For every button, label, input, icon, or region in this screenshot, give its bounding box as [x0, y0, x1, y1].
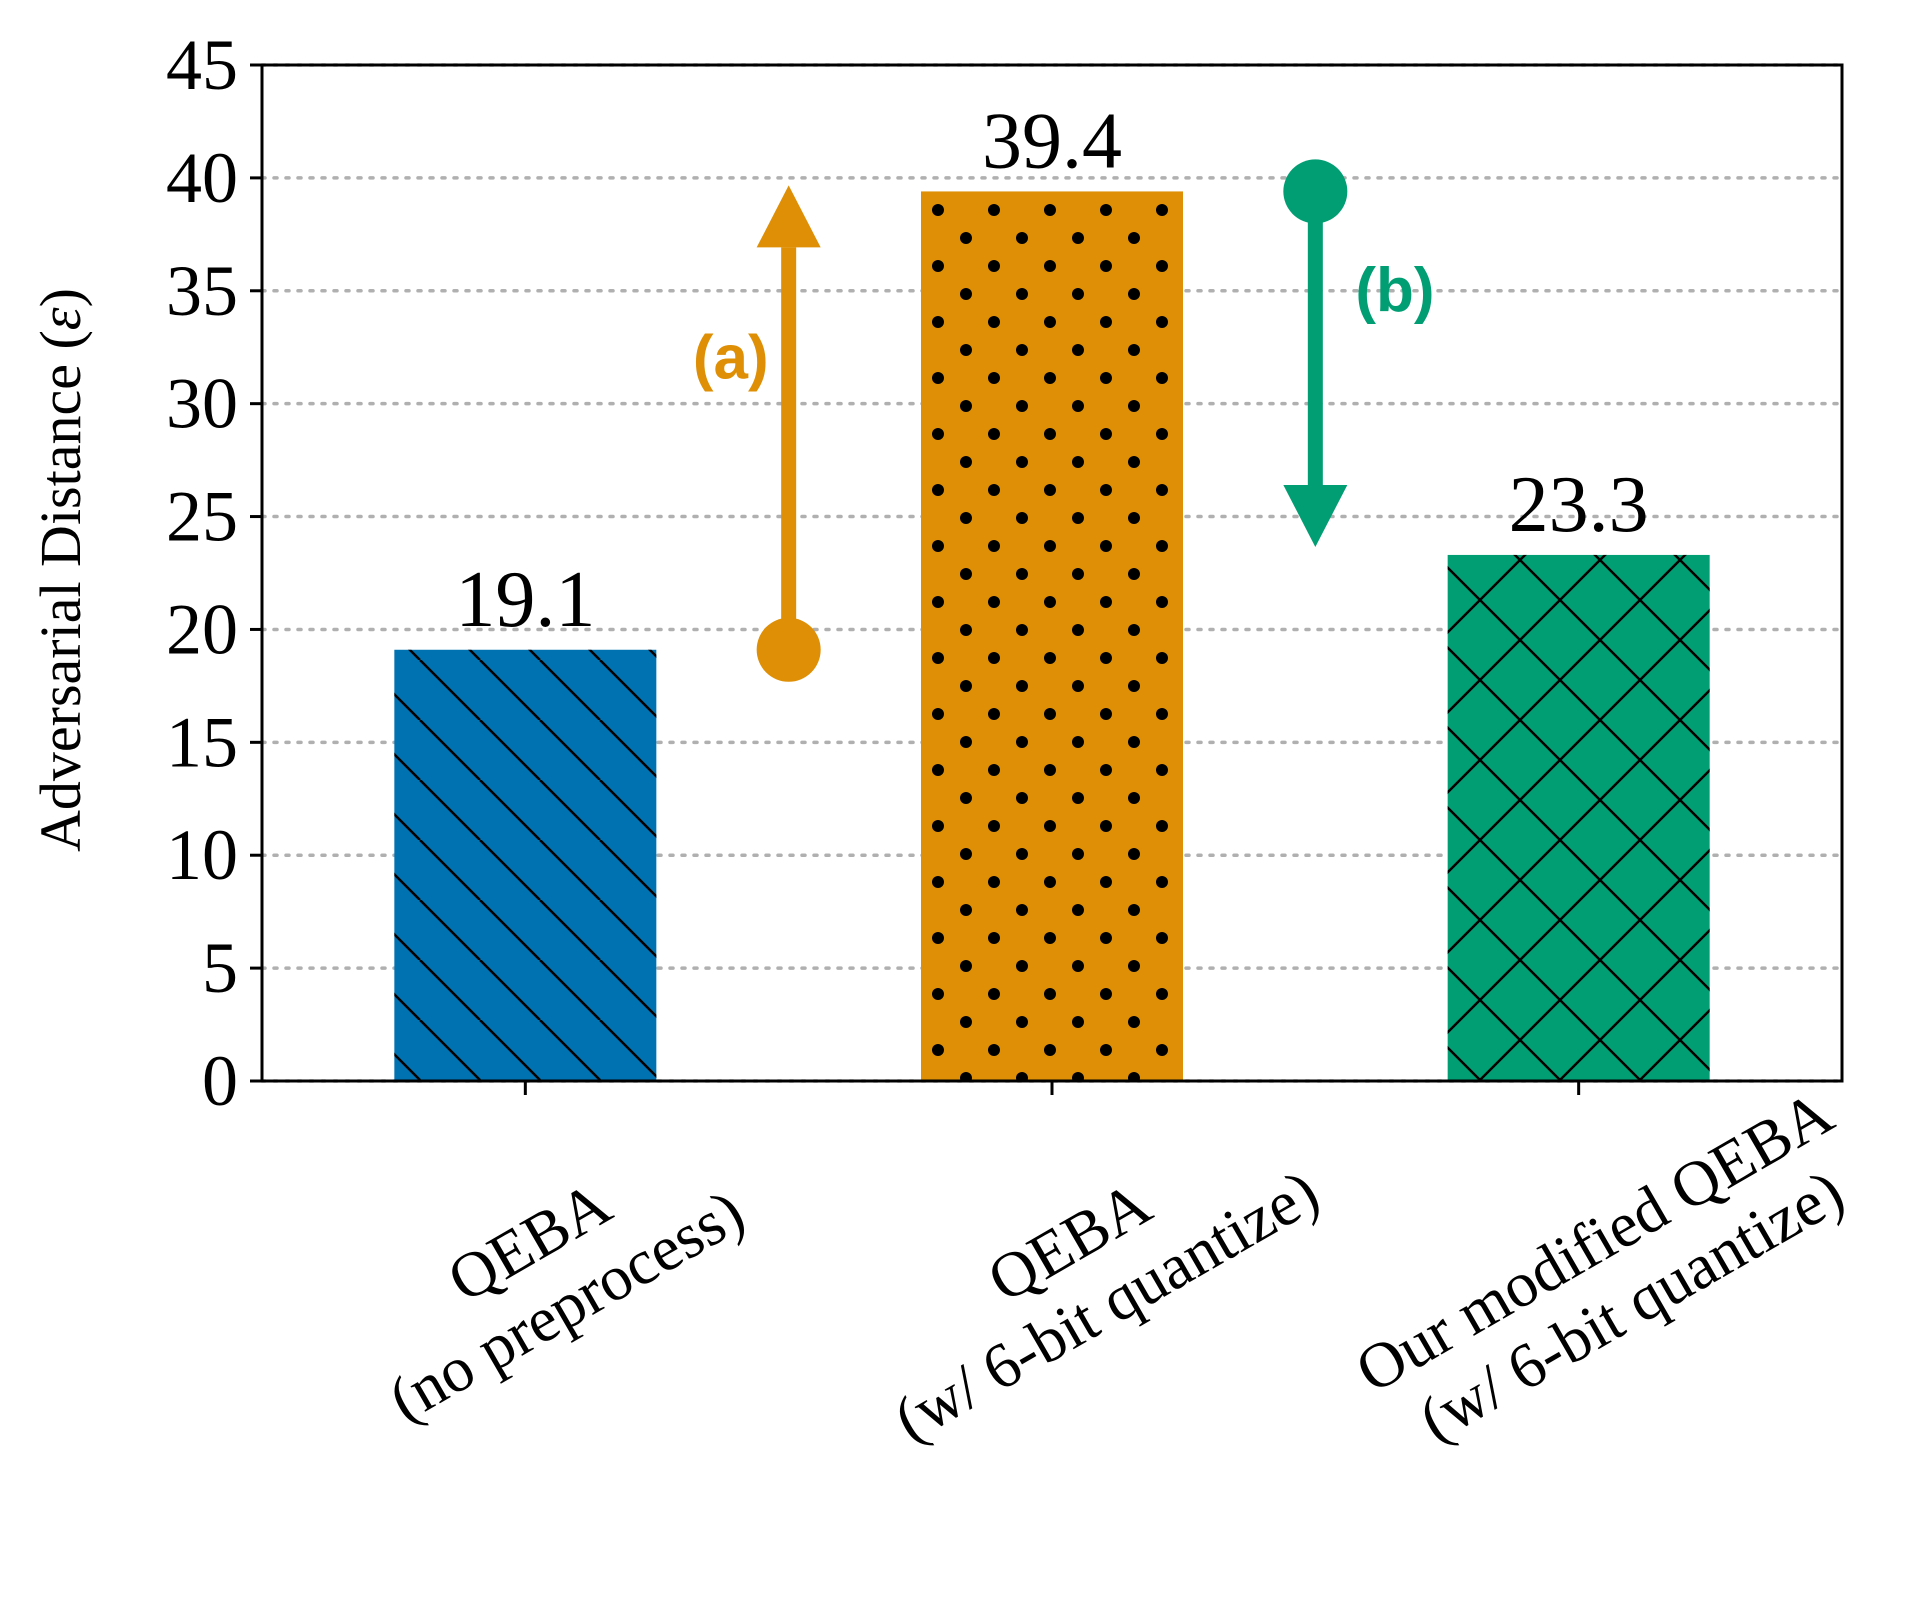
y-tick-label-0: 0 [202, 1041, 238, 1121]
value-label-1: 19.1 [455, 556, 595, 644]
annotation-a: (a) [693, 185, 821, 682]
y-tick-label-45: 45 [166, 25, 238, 105]
annotation-b: (b) [1283, 159, 1435, 547]
y-axis-label: Adversarial Distance (ε) [28, 288, 93, 852]
arrow-head-icon [1283, 484, 1348, 547]
bars [394, 191, 1710, 1082]
arrow-origin-dot [756, 617, 821, 682]
y-tick-label-5: 5 [202, 928, 238, 1008]
bar-hatch-3 [1447, 554, 1710, 1081]
x-ticks: QEBA(no preprocess) QEBA(w/ 6-bit quantiz… [340, 1076, 1881, 1470]
y-tick-label-35: 35 [166, 251, 238, 331]
y-tick-label-10: 10 [166, 815, 238, 895]
annotation-label: (b) [1355, 256, 1434, 325]
bar-hatch-2 [921, 191, 1183, 1082]
value-label-2: 39.4 [982, 97, 1122, 185]
arrow-head-icon [756, 185, 821, 248]
x-tick-label-3: Our modified QEBA(w/ 6-bit quantize) [1344, 1076, 1881, 1470]
y-tick-label-30: 30 [166, 364, 238, 444]
value-label-3: 23.3 [1509, 461, 1649, 549]
y-ticks: 0 5 10 15 20 25 30 35 40 45 [166, 25, 262, 1121]
y-tick-label-25: 25 [166, 477, 238, 557]
annotations: (a) (b) [693, 159, 1435, 682]
value-labels: 19.1 39.4 23.3 [455, 97, 1648, 643]
bar-hatch-1 [394, 649, 657, 1081]
x-tick-label-2: QEBA(w/ 6-bit quantize) [845, 1092, 1330, 1456]
x-tick-label-1: QEBA(no preprocess) [340, 1112, 756, 1436]
arrow-origin-dot [1283, 159, 1348, 224]
y-tick-label-20: 20 [166, 589, 238, 669]
y-tick-label-15: 15 [166, 702, 238, 782]
y-tick-label-40: 40 [166, 138, 238, 218]
annotation-label: (a) [693, 324, 769, 393]
